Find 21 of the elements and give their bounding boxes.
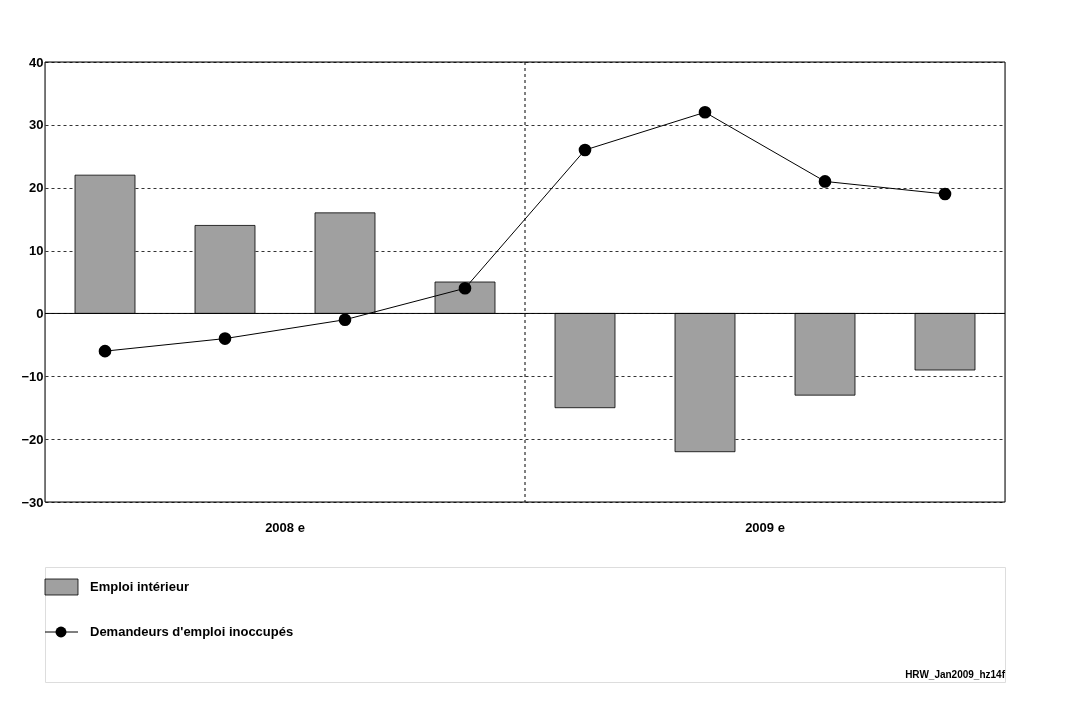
point <box>98 344 112 358</box>
y-tick-label: 20 <box>29 180 44 196</box>
y-tick-label: 40 <box>29 54 44 70</box>
y-tick-label: −30 <box>21 494 44 510</box>
point <box>338 313 352 327</box>
legend-label: Emploi intérieur <box>90 579 189 594</box>
text: 2008 e <box>265 520 305 535</box>
point <box>218 332 232 345</box>
point <box>458 281 472 295</box>
y-tick-label: −20 <box>21 431 44 447</box>
legend-label: Demandeurs d'emploi inoccupés <box>90 624 294 639</box>
point <box>938 187 952 201</box>
y-tick-label: −10 <box>21 368 44 384</box>
point <box>578 143 592 157</box>
text: HRW_Jan2009_hz14f <box>905 669 1006 680</box>
text: 2009 e <box>745 520 785 535</box>
y-tick-label: 30 <box>29 117 44 133</box>
y-tick-label: 10 <box>29 243 44 259</box>
point <box>818 175 832 188</box>
point <box>698 105 712 119</box>
y-tick-label: 0 <box>36 305 44 321</box>
